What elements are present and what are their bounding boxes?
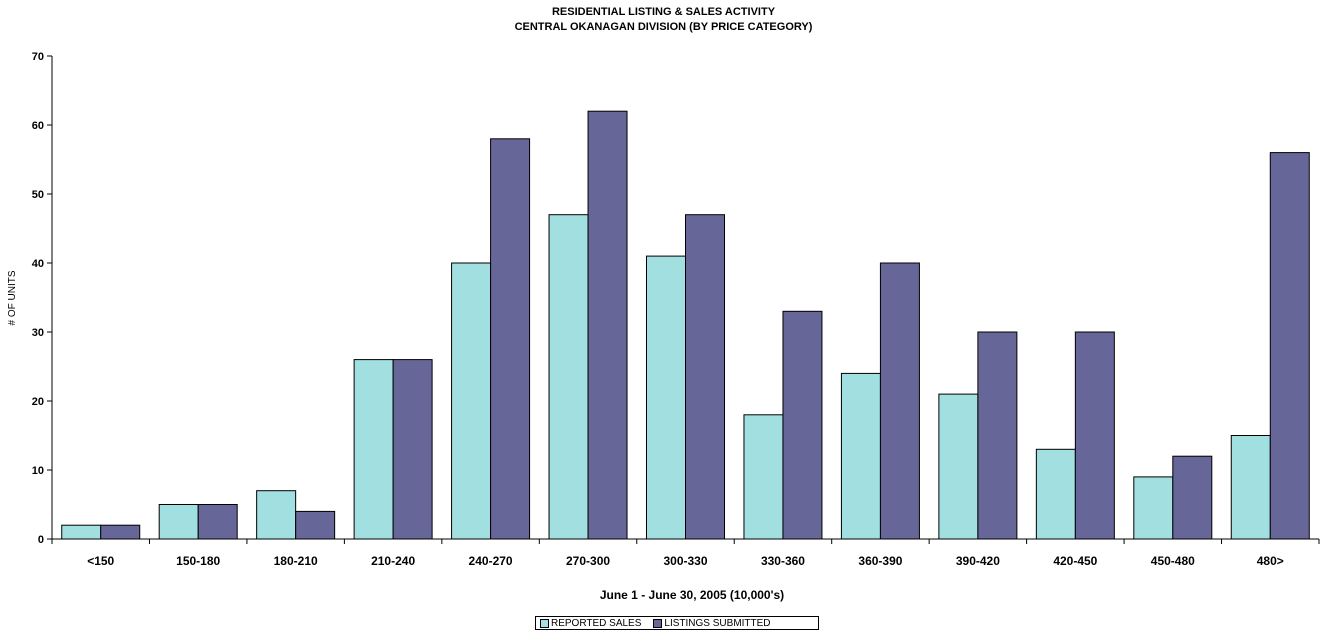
bar-reported-sales xyxy=(840,372,881,540)
chart-title: RESIDENTIAL LISTING & SALES ACTIVITY xyxy=(551,6,776,18)
legend-swatch-reported-sales xyxy=(540,618,549,628)
bar-reported-sales xyxy=(451,262,492,540)
bar-listings-submitted xyxy=(392,359,433,540)
x-tick-label: 180-210 xyxy=(274,554,318,568)
legend: REPORTED SALES LISTINGS SUBMITTED xyxy=(535,616,819,630)
bar-listings-submitted xyxy=(879,262,920,540)
y-tick-label: 50 xyxy=(32,189,44,201)
bar-reported-sales xyxy=(1133,476,1174,540)
bar-reported-sales xyxy=(158,504,199,540)
x-tick-label: 420-450 xyxy=(1053,554,1097,568)
bar-reported-sales xyxy=(646,255,686,540)
bar-listings-submitted xyxy=(587,110,628,540)
legend-swatch-listings-submitted xyxy=(653,618,663,628)
x-tick-label: 300-330 xyxy=(663,554,707,568)
legend-label-reported-sales: REPORTED SALES xyxy=(551,617,642,629)
x-tick-label: 240-270 xyxy=(469,554,513,568)
y-tick-label: 70 xyxy=(32,51,44,63)
x-tick-label: <150 xyxy=(87,554,114,568)
legend-label-listings-submitted: LISTINGS SUBMITTED xyxy=(664,617,771,629)
y-tick-label: 60 xyxy=(32,120,44,132)
y-tick-label: 20 xyxy=(32,396,44,408)
bar-chart: 0 10 20 30 40 50 60 70 <150 150-180 180-210 210-240… xyxy=(7,51,1320,602)
bar-reported-sales xyxy=(1230,435,1271,540)
x-tick-label: 390-420 xyxy=(956,554,1000,568)
y-axis-label: # OF UNITS xyxy=(7,270,18,325)
bar-reported-sales xyxy=(61,524,102,540)
bar-listings-submitted xyxy=(1172,455,1213,540)
bar-reported-sales xyxy=(548,214,589,540)
bar-listings-submitted xyxy=(490,138,531,540)
y-tick-label: 0 xyxy=(38,534,44,546)
chart-subtitle: CENTRAL OKANAGAN DIVISION (BY PRICE CATE… xyxy=(514,21,813,33)
y-tick-label: 10 xyxy=(32,465,44,477)
x-tick-label: 210-240 xyxy=(371,554,415,568)
x-axis-label: June 1 - June 30, 2005 (10,000's) xyxy=(600,588,784,602)
bar-listings-submitted xyxy=(685,214,725,540)
legend-item-reported-sales: REPORTED SALES xyxy=(540,618,641,629)
bar-listings-submitted xyxy=(1269,152,1310,540)
x-tick-label: 330-360 xyxy=(761,554,805,568)
bar-listings-submitted xyxy=(100,524,141,540)
bar-reported-sales xyxy=(256,490,297,540)
bar-listings-submitted xyxy=(782,310,823,540)
bar-reported-sales xyxy=(743,414,784,540)
bars-group xyxy=(61,110,1310,540)
bar-reported-sales xyxy=(353,359,394,540)
y-tick-label: 40 xyxy=(32,258,44,270)
x-tick-label: 270-300 xyxy=(566,554,610,568)
x-tick-label: 480> xyxy=(1257,554,1284,568)
bar-listings-submitted xyxy=(1074,331,1115,540)
bar-listings-submitted xyxy=(977,331,1018,540)
bar-listings-submitted xyxy=(295,510,336,540)
bar-reported-sales xyxy=(938,393,979,540)
legend-item-listings-submitted: LISTINGS SUBMITTED xyxy=(653,617,771,629)
x-tick-label: 150-180 xyxy=(176,554,220,568)
bar-listings-submitted xyxy=(197,504,238,540)
axes-group: 0 10 20 30 40 50 60 70 <150 150-180 180-210 210-240… xyxy=(32,51,1320,568)
x-tick-label: 360-390 xyxy=(858,554,902,568)
y-tick-label: 30 xyxy=(32,327,44,339)
bar-reported-sales xyxy=(1035,448,1076,540)
x-tick-label: 450-480 xyxy=(1151,554,1195,568)
